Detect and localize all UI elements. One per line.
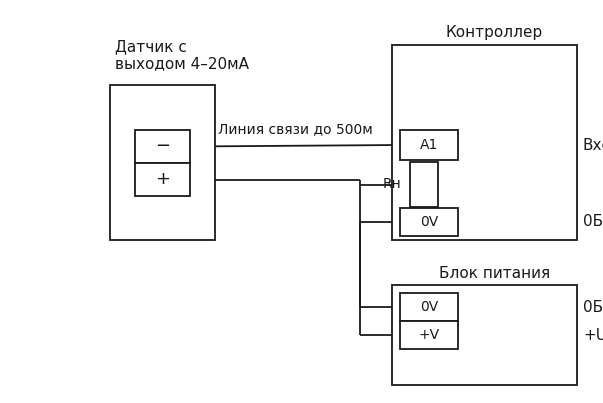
Bar [410,162,438,207]
Bar [400,293,458,321]
Text: Датчик с
выходом 4–20мА: Датчик с выходом 4–20мА [115,39,249,71]
Text: A1: A1 [420,138,438,152]
Text: Блок питания: Блок питания [439,266,550,280]
Text: 0V: 0V [420,215,438,229]
Text: 0V: 0V [420,300,438,314]
Bar [400,130,458,160]
Text: Линия связи до 500м: Линия связи до 500м [218,123,373,137]
Text: +Uп: +Uп [583,328,603,343]
Text: 0Б: 0Б [583,214,603,229]
Bar [135,130,190,163]
Text: 0Б: 0Б [583,299,603,314]
Bar [392,285,577,385]
Bar [110,85,215,240]
Bar [400,321,458,349]
Text: Rн: Rн [383,177,402,191]
Bar [400,208,458,236]
Text: +: + [155,170,170,189]
Text: Контроллер: Контроллер [446,25,543,40]
Text: −: − [155,137,170,156]
Text: Вход: Вход [583,137,603,152]
Text: +V: +V [418,328,440,342]
Bar [135,163,190,196]
Bar [392,45,577,240]
